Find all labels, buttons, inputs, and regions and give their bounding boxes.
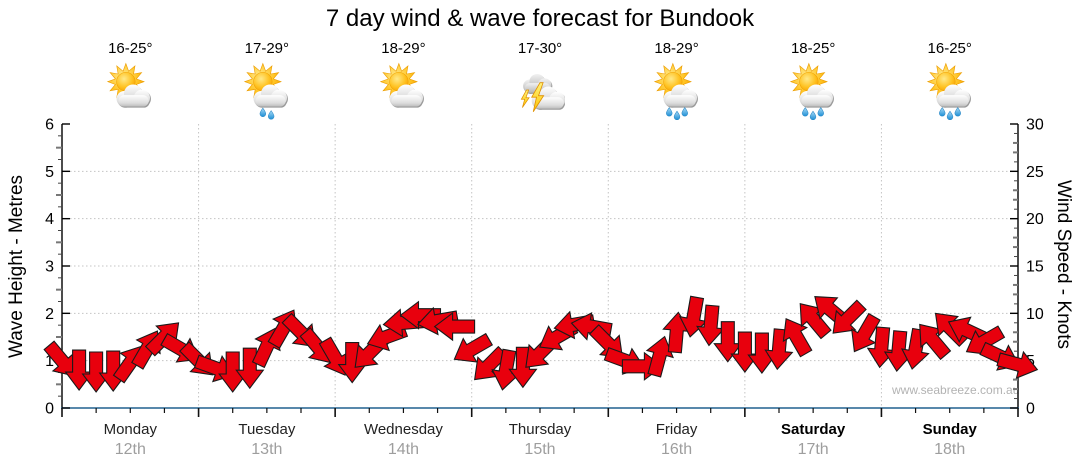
- wind-arrow: [996, 350, 1039, 379]
- wind-arrow: [713, 321, 743, 363]
- x-label-date: 15th: [524, 441, 556, 458]
- day-header-monday: 16-25°: [80, 40, 180, 120]
- page-title: 7 day wind & wave forecast for Bundook: [325, 5, 755, 32]
- wind-arrow: [696, 304, 726, 347]
- left-tick-label: 5: [45, 164, 54, 181]
- wind-arrow: [782, 317, 813, 358]
- wind-arrow: [919, 323, 952, 361]
- right-tick-label: 30: [1026, 117, 1044, 134]
- wind-arrow: [832, 299, 867, 334]
- left-axis-ticks: 0 1 2 3 4 5 6: [45, 117, 70, 418]
- right-tick-label: 15: [1026, 259, 1044, 276]
- bottom-axis-ticks: [61, 408, 1019, 417]
- day-header-wednesday: 18-29°: [353, 40, 453, 120]
- right-tick-label: 10: [1026, 306, 1044, 323]
- x-label-date: 14th: [387, 441, 419, 458]
- day-header-sunday: 16-25°: [900, 40, 1000, 120]
- left-tick-label: 4: [45, 211, 54, 228]
- x-label-day: Monday: [103, 421, 157, 438]
- x-label-date: 16th: [660, 441, 693, 458]
- temperature-range: 18-29°: [654, 40, 699, 57]
- wind-arrow: [144, 322, 180, 357]
- right-axis-ticks: 051015202530: [1010, 117, 1044, 418]
- x-label-date: 12th: [114, 441, 146, 458]
- left-tick-label: 6: [45, 117, 54, 134]
- x-label-day: Sunday: [922, 421, 977, 438]
- wind-arrow: [474, 345, 509, 381]
- wind-arrow: [399, 300, 442, 330]
- right-tick-label: 0: [1026, 401, 1035, 418]
- day-header-friday: 18-29°: [627, 40, 727, 120]
- wind-arrow: [508, 346, 538, 389]
- wind-arrows: [43, 295, 1039, 393]
- day-header-thursday: 17-30°: [490, 40, 590, 120]
- temperature-range: 16-25°: [927, 40, 972, 57]
- wind-arrow: [799, 302, 832, 340]
- left-tick-label: 0: [45, 401, 54, 418]
- right-tick-label: 20: [1026, 211, 1044, 228]
- right-tick-label: 25: [1026, 164, 1044, 181]
- x-label-day: Thursday: [508, 421, 572, 438]
- wind-arrow: [43, 340, 76, 377]
- x-label-date: 17th: [797, 441, 829, 458]
- x-label-day: Wednesday: [363, 421, 443, 438]
- wind-arrow: [453, 332, 494, 363]
- left-tick-label: 1: [45, 353, 54, 370]
- temperature-range: 18-29°: [381, 40, 426, 57]
- temperature-range: 17-29°: [244, 40, 290, 57]
- x-label-date: 13th: [251, 441, 283, 458]
- temperature-range: 16-25°: [108, 40, 153, 57]
- wind-arrow: [433, 312, 476, 342]
- temperature-range: 17-30°: [517, 40, 563, 57]
- left-tick-label: 2: [45, 306, 54, 323]
- wind-arrow: [64, 349, 94, 392]
- x-label-day: Tuesday: [238, 421, 296, 438]
- day-header-tuesday: 17-29°: [217, 40, 317, 120]
- x-label-day: Saturday: [781, 421, 846, 438]
- wind-arrow: [730, 331, 760, 374]
- left-tick-label: 3: [45, 259, 54, 276]
- x-label-date: 18th: [934, 441, 966, 458]
- wind-arrow: [851, 312, 881, 353]
- temperature-range: 18-25°: [790, 40, 836, 57]
- watermark: www.seabreeze.com.au: [892, 383, 1020, 397]
- wind-arrow: [235, 347, 265, 390]
- x-label-day: Friday: [655, 421, 698, 438]
- day-header-saturday: 18-25°: [763, 40, 863, 120]
